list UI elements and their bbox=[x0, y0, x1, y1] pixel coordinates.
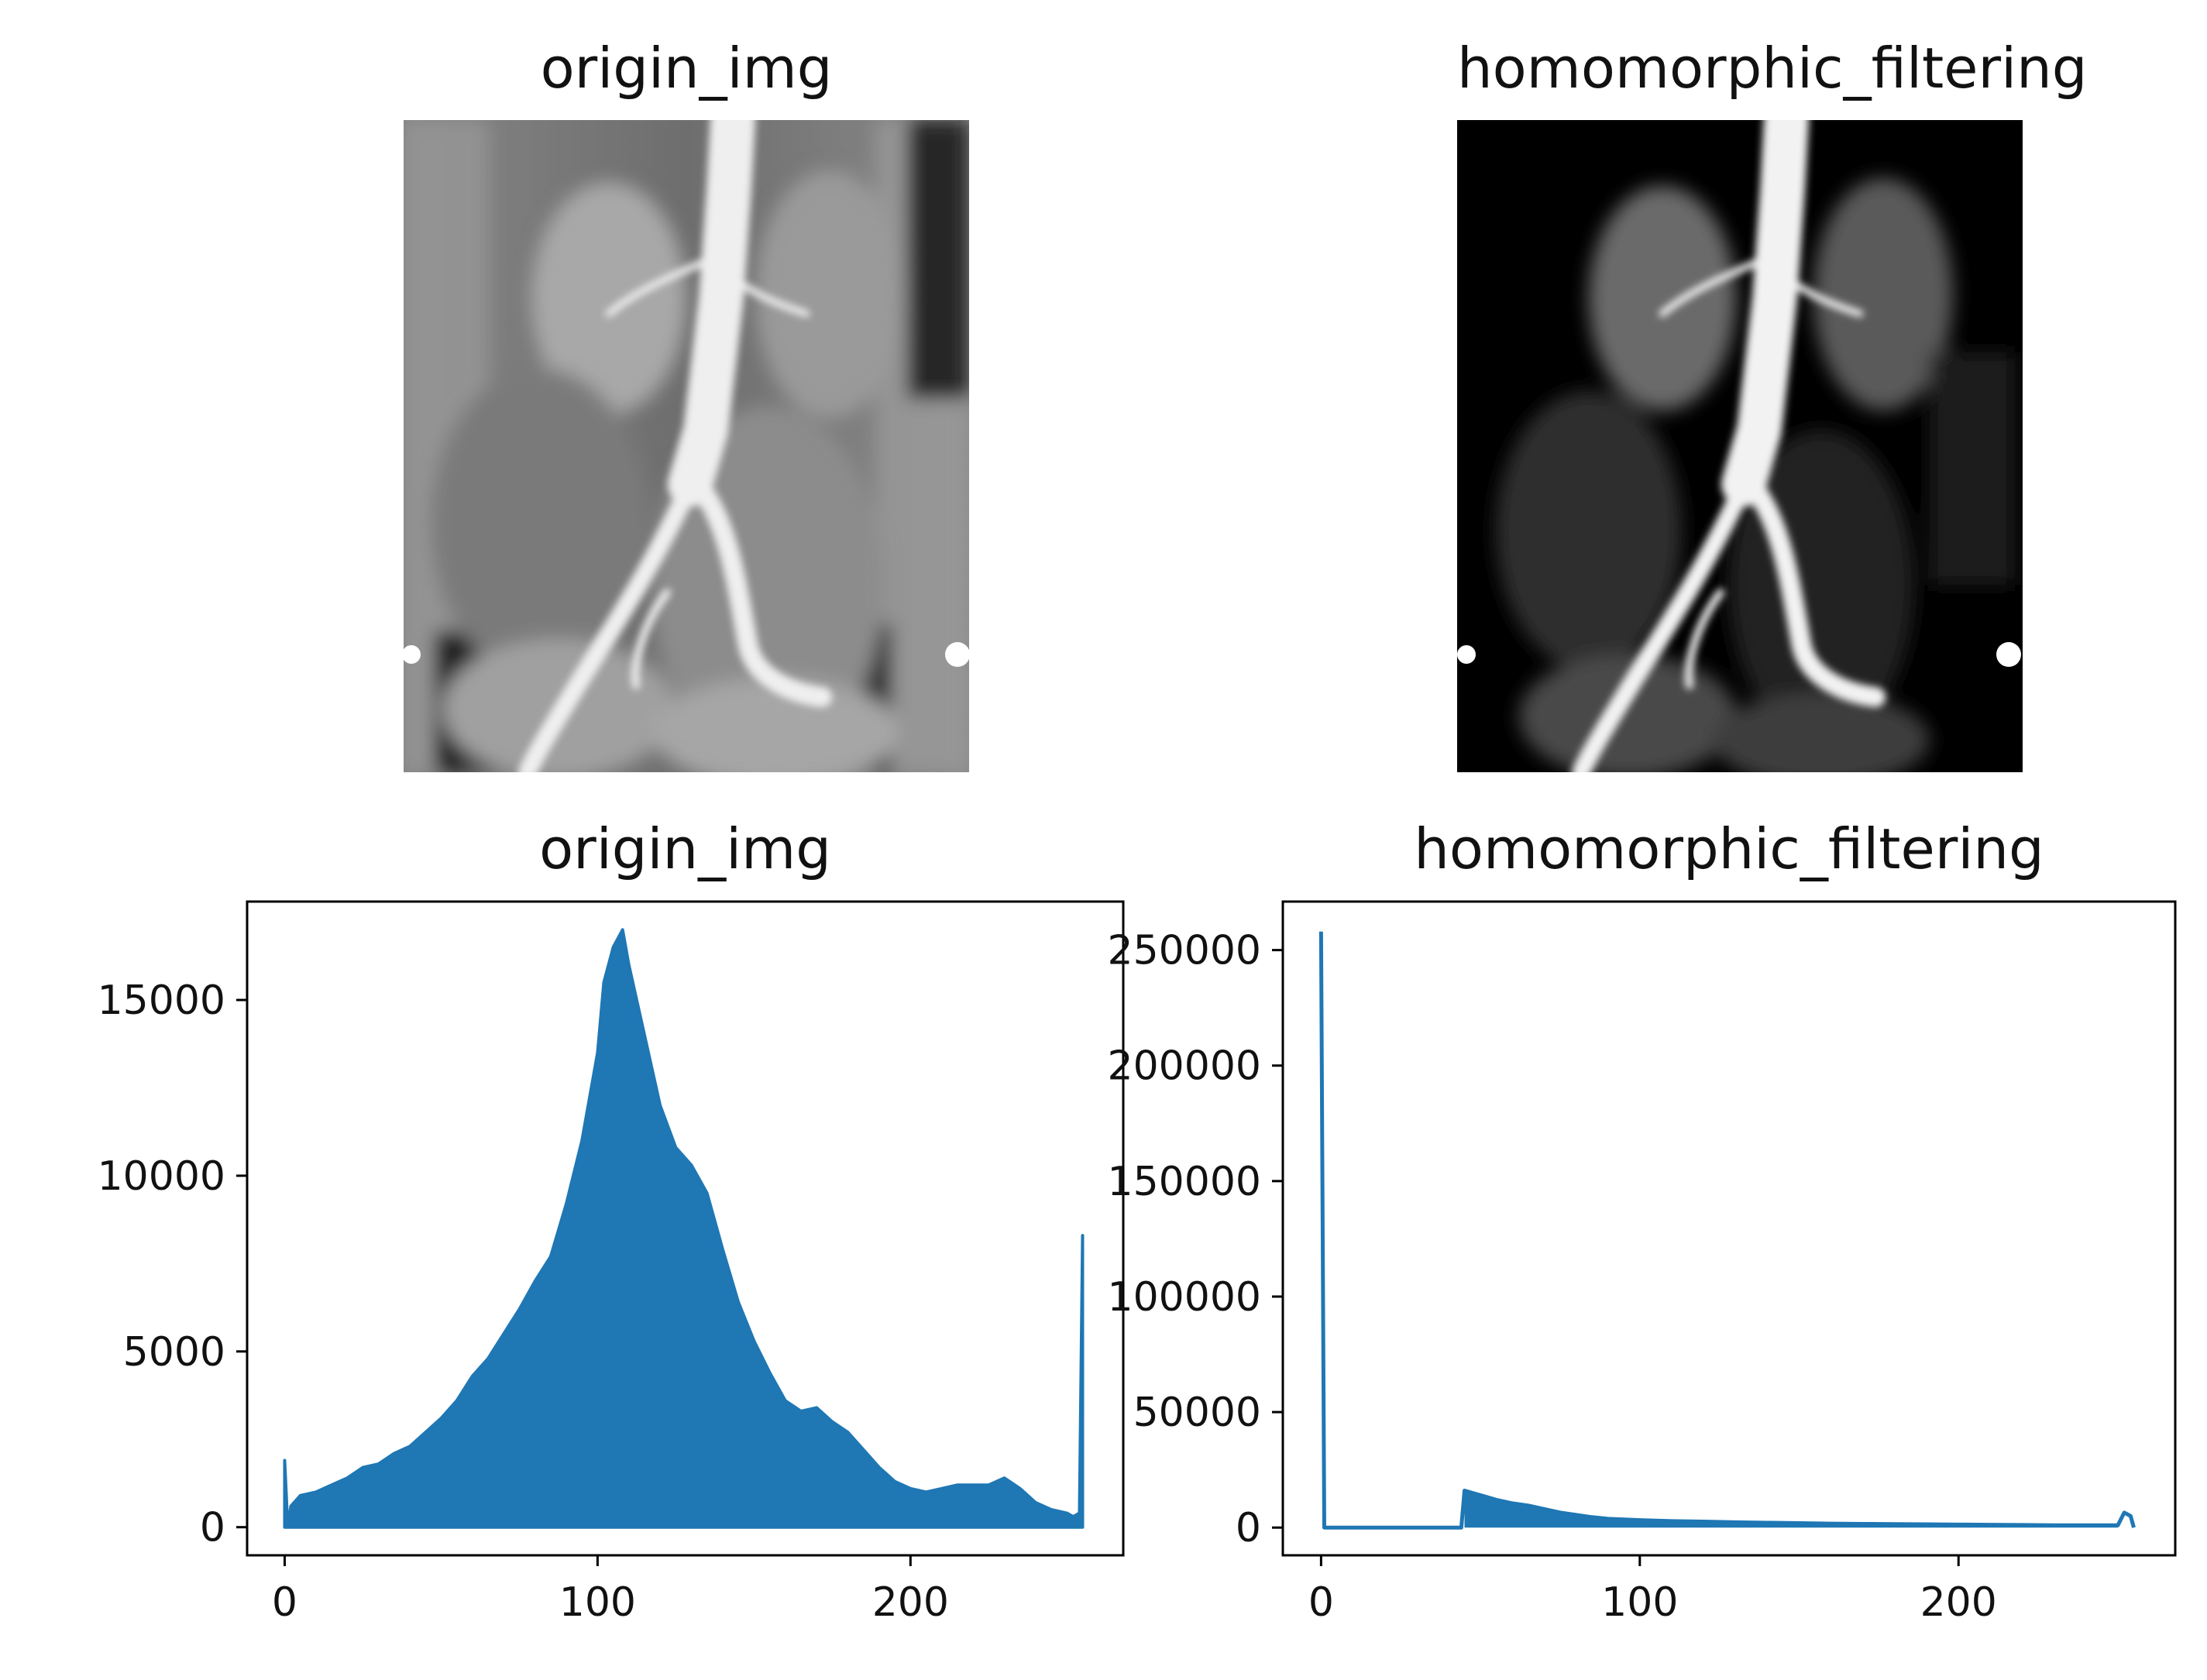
origin-image-drawing bbox=[404, 120, 969, 772]
x-tick-label: 100 bbox=[559, 1579, 636, 1626]
series-line-origin-img bbox=[283, 928, 1085, 1529]
panel-title-homomorphic-hist: homomorphic_filtering bbox=[1414, 816, 2044, 881]
homomorphic-image bbox=[1457, 120, 2023, 772]
homomorphic-image-drawing bbox=[1457, 120, 2023, 772]
y-tick-label: 5000 bbox=[123, 1329, 225, 1376]
panel-title-homomorphic-top: homomorphic_filtering bbox=[1457, 36, 2088, 101]
origin-image bbox=[404, 120, 969, 772]
panel-title-origin-img-top: origin_img bbox=[540, 36, 833, 101]
y-tick-label: 10000 bbox=[98, 1153, 225, 1200]
panel-title-origin-img-hist: origin_img bbox=[539, 816, 831, 881]
y-tick-label: 0 bbox=[200, 1505, 225, 1551]
y-tick-label: 15000 bbox=[98, 977, 225, 1024]
x-tick-label: 0 bbox=[272, 1579, 297, 1626]
x-tick-label: 200 bbox=[872, 1579, 949, 1626]
axes-frame bbox=[246, 900, 1125, 1557]
